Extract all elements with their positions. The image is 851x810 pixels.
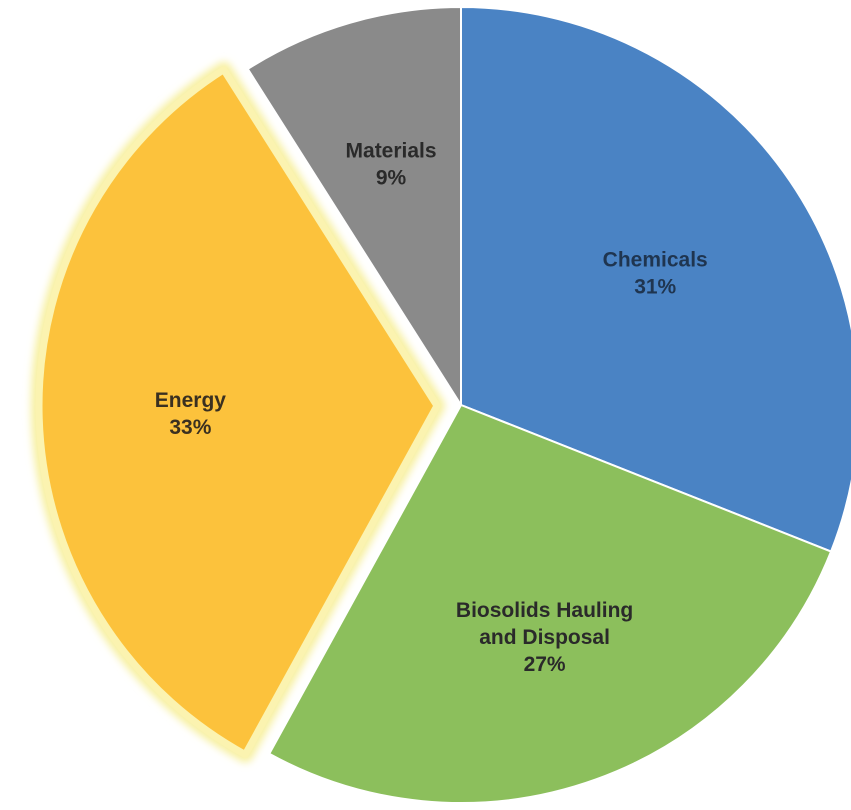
slice-label-materials: Materials 9% <box>346 140 437 190</box>
slice-name-biosolids-hauling-and-disposal: and Disposal <box>479 626 610 649</box>
pie-slice-chemicals <box>460 6 851 553</box>
slice-name-chemicals: Chemicals <box>603 249 708 272</box>
slice-pct-chemicals: 31% <box>634 276 676 299</box>
slice-label-chemicals: Chemicals 31% <box>603 249 708 299</box>
slice-name-materials: Materials <box>346 140 437 163</box>
pie-slice-materials <box>246 6 462 406</box>
pie-slices <box>35 6 851 804</box>
pie-slice-biosolids-hauling-and-disposal <box>268 404 833 804</box>
slice-pct-materials: 9% <box>376 167 407 190</box>
slice-pct-energy: 33% <box>169 416 211 439</box>
slice-name-energy: Energy <box>155 389 227 412</box>
slice-label-energy: Energy 33% <box>155 389 227 439</box>
slice-name-biosolids-hauling-and-disposal: Biosolids Hauling <box>456 599 633 622</box>
pie-slice-energy <box>35 66 441 759</box>
slice-label-biosolids-hauling-and-disposal: Biosolids Hauling and Disposal 27% <box>456 599 633 676</box>
slice-pct-biosolids-hauling-and-disposal: 27% <box>524 653 566 676</box>
pie-labels: Chemicals 31% Biosolids Hauling and Disposa… <box>155 140 708 676</box>
